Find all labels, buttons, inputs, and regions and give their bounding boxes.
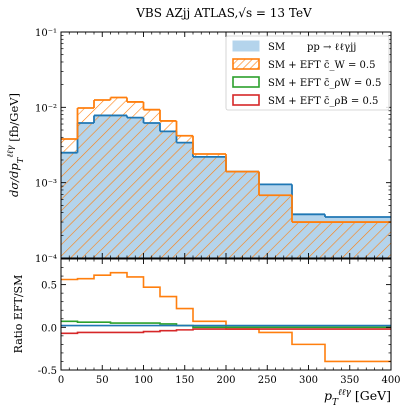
ratio-series-1 — [61, 320, 391, 329]
top-y-tick-label: 10⁻⁴ — [35, 254, 57, 265]
legend: SM pp → ℓℓγjj SM + EFT c̄_W = 0.5 SM + E… — [225, 35, 390, 111]
top-y-tick-label: 10⁻¹ — [35, 28, 57, 39]
top-y-tick-label: 10⁻² — [35, 103, 57, 114]
x-tick-label: 0 — [58, 375, 64, 386]
x-tick-label: 50 — [96, 375, 109, 386]
legend-label-crhob: SM + EFT c̄_ρB = 0.5 — [268, 96, 378, 107]
x-tick-label: 300 — [299, 375, 318, 386]
ratio-series-0 — [61, 271, 391, 363]
x-tick-label: 350 — [340, 375, 359, 386]
legend-label-crhow: SM + EFT c̄_ρW = 0.5 — [268, 78, 381, 89]
top-y-tick-label: 10⁻³ — [35, 179, 57, 190]
legend-label-cw: SM + EFT c̄_W = 0.5 — [268, 60, 375, 71]
legend-swatch-crhow — [232, 76, 260, 88]
legend-swatch-cw — [232, 58, 260, 70]
x-tick-label: 100 — [134, 375, 153, 386]
bottom-y-axis-label: Ratio EFT/SM — [12, 275, 25, 354]
bottom-y-tick-label: 0.0 — [41, 323, 57, 334]
legend-label-sm: SM — [268, 42, 285, 53]
legend-swatch-sm — [232, 40, 260, 52]
x-tick-label: 150 — [175, 375, 194, 386]
bottom-x-axis-label: pTℓℓγ [GeV] — [324, 388, 391, 407]
x-tick-label: 400 — [381, 375, 400, 386]
chart-title: VBS AZjj ATLAS,√s = 13 TeV — [135, 6, 312, 20]
top-y-axis-label: dσ/dpTℓℓγ [fb/GeV] — [6, 93, 26, 197]
x-tick-label: 250 — [258, 375, 277, 386]
eft-cw-histogram-hatch — [61, 97, 391, 258]
bottom-y-tick-label: 0.5 — [41, 281, 57, 292]
legend-header: pp → ℓℓγjj — [307, 42, 356, 53]
bottom-y-tick-label: -0.5 — [38, 366, 57, 377]
x-tick-label: 200 — [216, 375, 235, 386]
ratio-series-2 — [61, 328, 391, 335]
legend-swatch-crhob — [232, 94, 260, 106]
